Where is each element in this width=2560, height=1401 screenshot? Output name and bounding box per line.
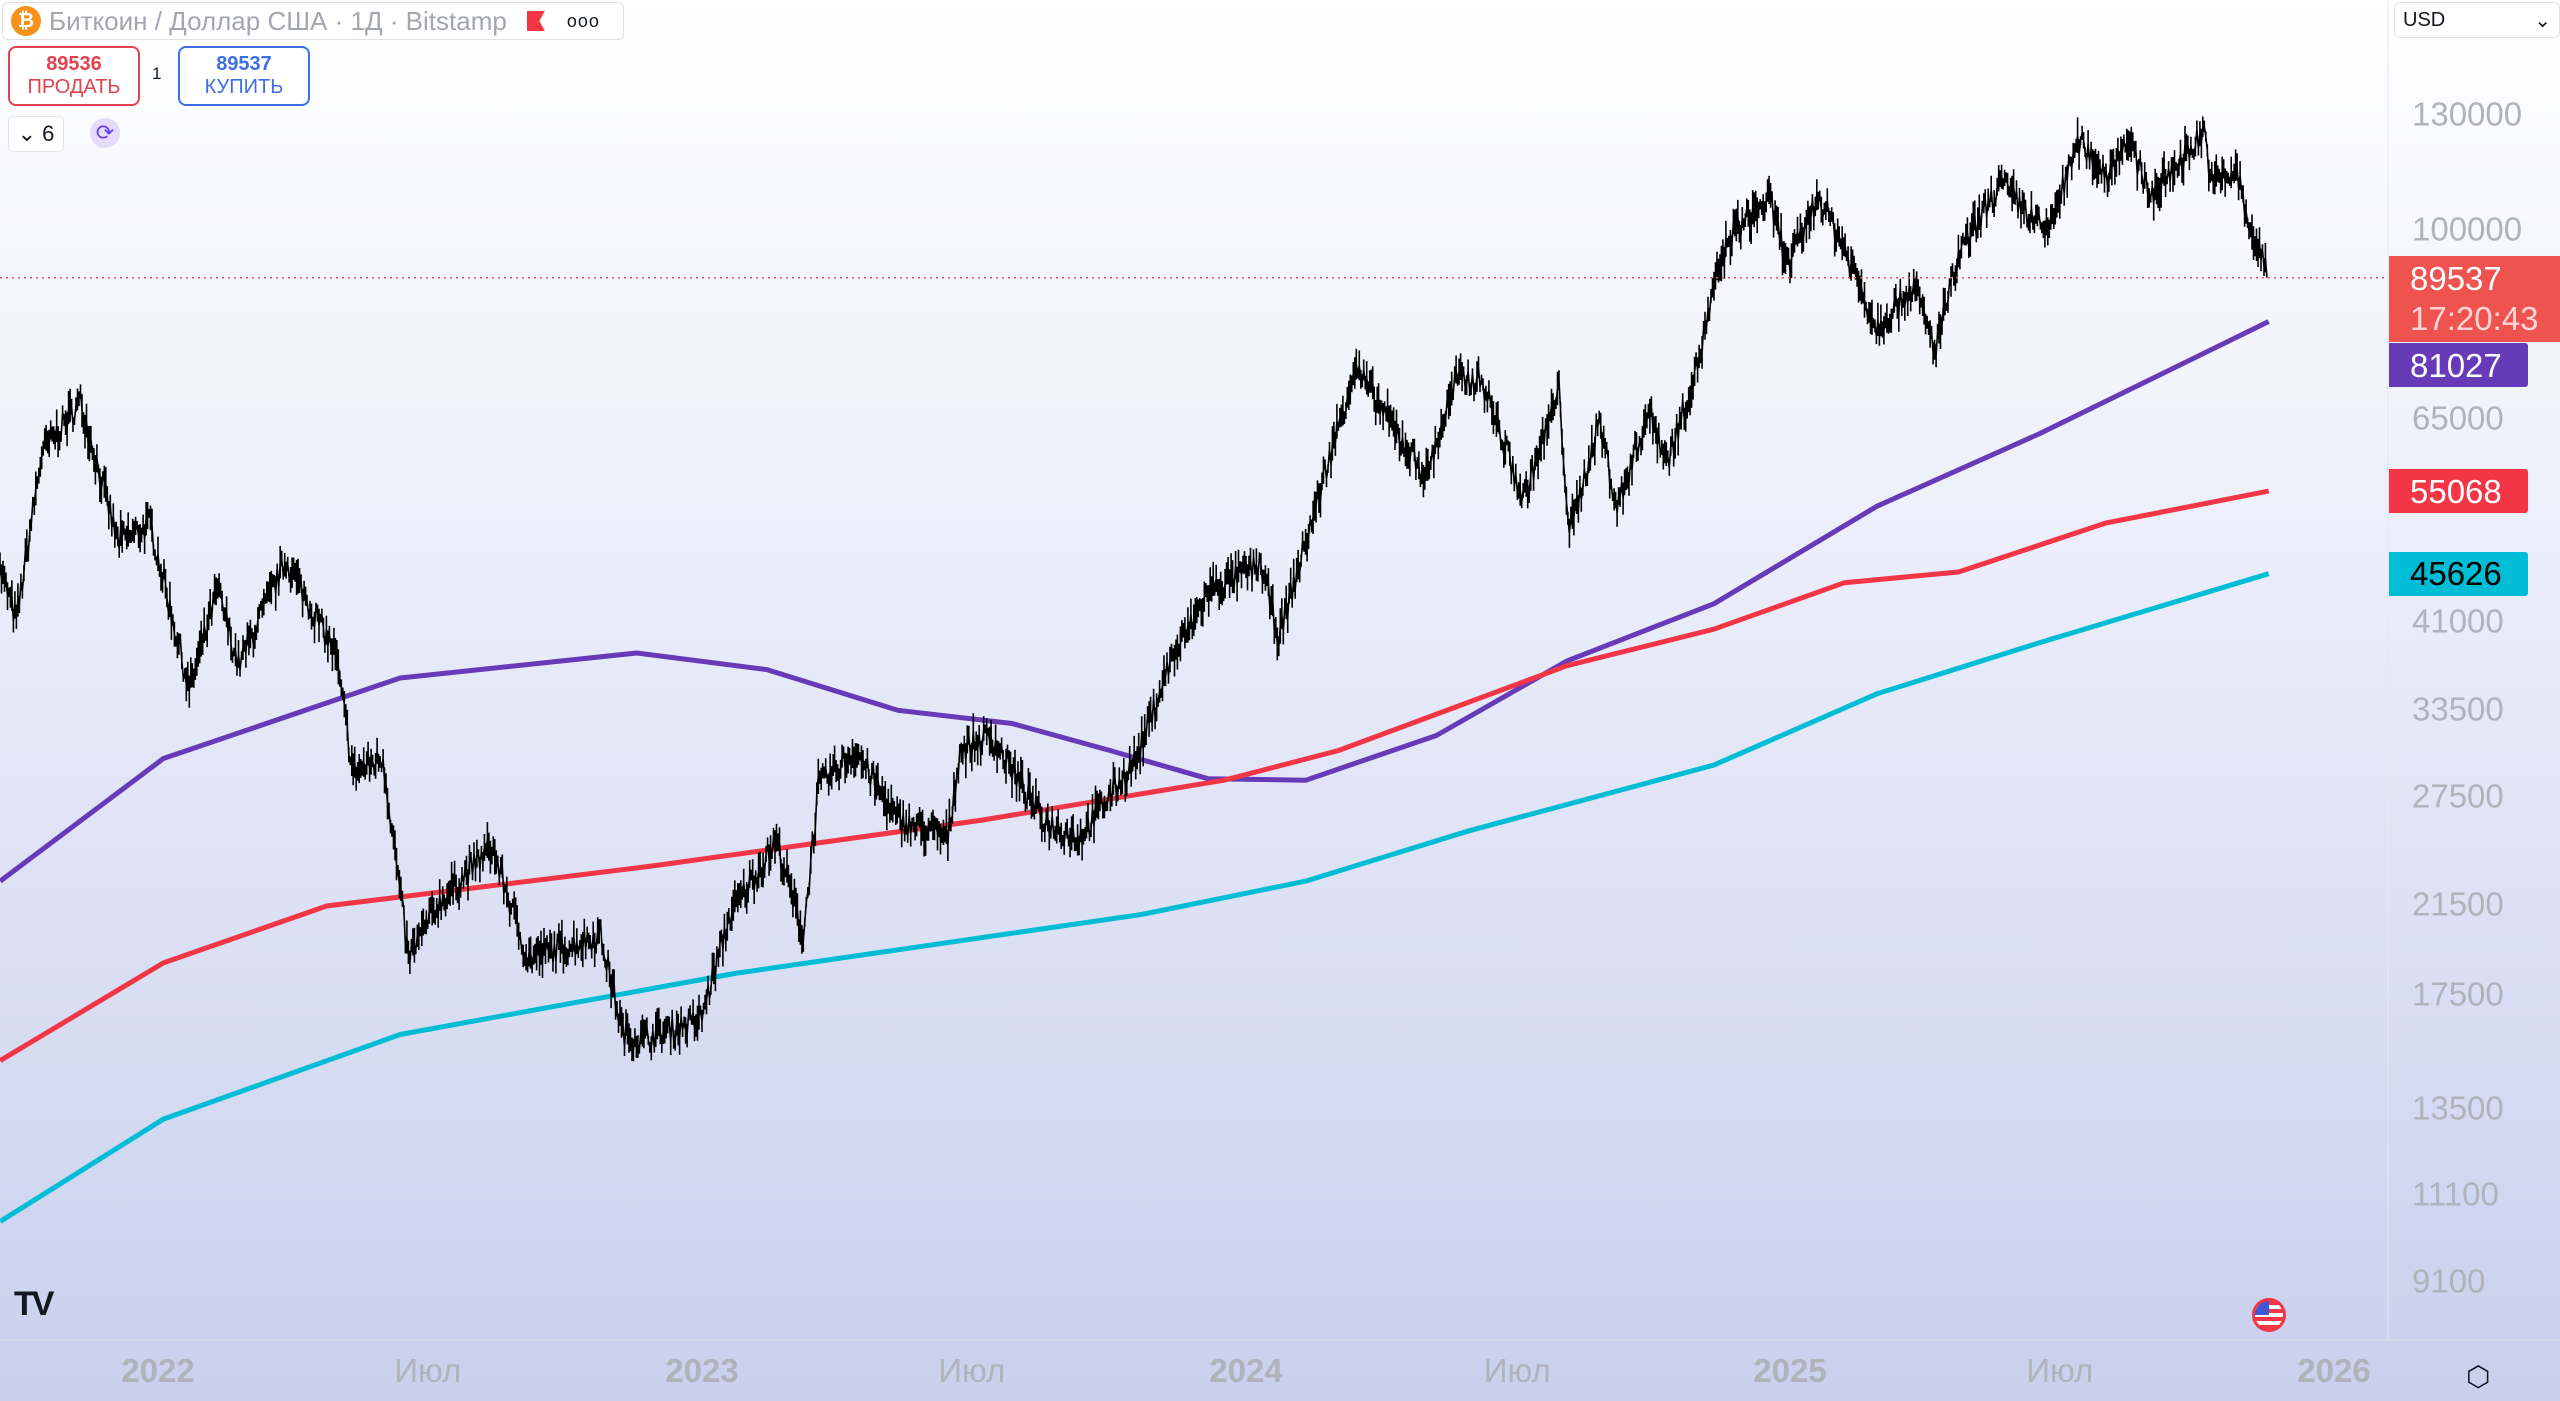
price-axis-label: 21500: [2412, 885, 2504, 923]
current-price: 89537: [2410, 260, 2502, 297]
time-axis-label: 2024: [1209, 1352, 1283, 1389]
moving-average-line-1: [0, 488, 2270, 1063]
sell-button[interactable]: 89536 ПРОДАТЬ: [8, 46, 140, 106]
price-axis-label: 33500: [2412, 690, 2504, 728]
current-price-tag: 89537 17:20:43: [2389, 256, 2560, 342]
price-axis-label: 41000: [2412, 602, 2504, 640]
chevron-down-icon: ⌄: [2534, 9, 2551, 32]
indicators-toggle[interactable]: ⌄ 6: [8, 116, 64, 152]
time-axis-label: Июл: [1483, 1352, 1551, 1389]
price-axis-label: 27500: [2412, 777, 2504, 815]
us-flag-icon[interactable]: [2252, 1298, 2286, 1332]
time-axis-label: 2022: [121, 1352, 195, 1389]
time-axis-label: Июл: [2026, 1352, 2094, 1389]
chevron-down-icon: ⌄: [17, 121, 37, 146]
tradingview-logo[interactable]: TV: [14, 1285, 54, 1323]
ma-cyan-value-tag: 45626: [2389, 551, 2528, 596]
time-axis-label: 2026: [2297, 1352, 2371, 1389]
time-axis-label: 2025: [1753, 1352, 1827, 1389]
time-axis-label: Июл: [938, 1352, 1006, 1389]
sync-icon[interactable]: ⟳: [90, 118, 120, 148]
time-axis-label: 2023: [665, 1352, 739, 1389]
more-options-icon[interactable]: ooo: [566, 10, 600, 31]
price-axis-label: 17500: [2412, 975, 2504, 1013]
currency-select[interactable]: USD ⌄: [2394, 2, 2560, 38]
symbol-header[interactable]: ₿ Биткоин / Доллар США · 1Д · Bitstamp o…: [2, 2, 624, 40]
spread-value: 1: [152, 64, 162, 83]
ma-red-value-tag: 55068: [2389, 469, 2528, 514]
indicators-count: 6: [42, 121, 55, 146]
price-bars: [0, 116, 2268, 1062]
currency-value: USD: [2403, 8, 2446, 31]
price-axis-label: 65000: [2412, 399, 2504, 437]
settings-icon[interactable]: ⬡: [2466, 1361, 2491, 1392]
moving-average-line-0: [0, 319, 2270, 884]
buy-label: КУПИТЬ: [204, 76, 284, 98]
sell-label: ПРОДАТЬ: [27, 76, 121, 98]
sell-price: 89536: [46, 53, 102, 75]
price-axis-label: 9100: [2412, 1262, 2486, 1300]
time-axis-label: Июл: [394, 1352, 462, 1389]
price-axis-label: 100000: [2412, 210, 2523, 248]
bar-countdown: 17:20:43: [2410, 300, 2539, 337]
ma-purple-value-tag: 81027: [2389, 343, 2528, 387]
buy-price: 89537: [216, 53, 272, 75]
price-axis-label: 11100: [2412, 1175, 2499, 1213]
moving-average-line-2: [0, 571, 2270, 1224]
price-axis-label: 13500: [2412, 1089, 2504, 1127]
buy-button[interactable]: 89537 КУПИТЬ: [178, 46, 310, 106]
flag-icon[interactable]: [526, 11, 545, 31]
price-axis-label: 130000: [2412, 95, 2523, 133]
symbol-title[interactable]: Биткоин / Доллар США · 1Д · Bitstamp: [49, 5, 507, 36]
bitcoin-icon: ₿: [11, 6, 41, 36]
